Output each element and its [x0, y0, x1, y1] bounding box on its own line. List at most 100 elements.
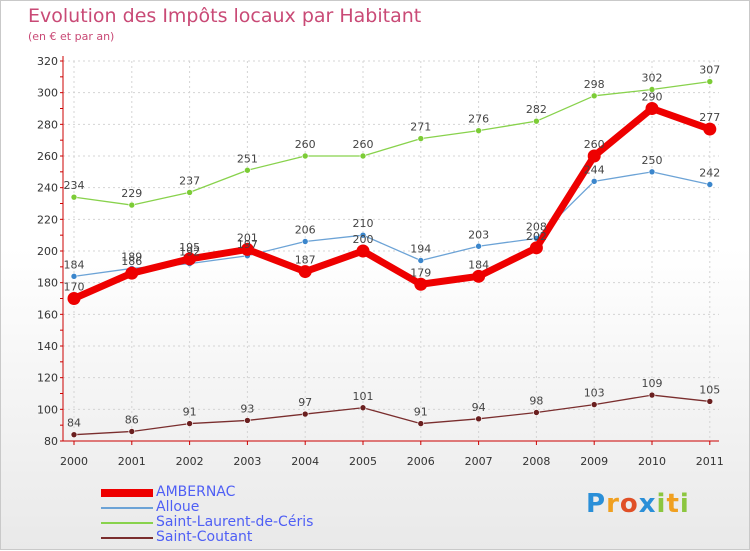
- data-point-saint-laurent-de-ceris-2006: [417, 135, 425, 142]
- logo-letter: P: [586, 489, 607, 519]
- data-point-saint-laurent-de-ceris-2005: [359, 152, 367, 160]
- legend-label-saint-coutant: Saint-Coutant: [156, 529, 253, 545]
- data-label-saint-coutant-2001: 86: [125, 414, 139, 427]
- data-label-alloue-2007: 203: [468, 228, 489, 241]
- data-label-alloue-2001: 189: [121, 250, 142, 263]
- data-point-ambernac-2000: [67, 292, 81, 305]
- data-label-saint-laurent-de-ceris-2003: 251: [237, 152, 258, 165]
- data-point-ambernac-2003: [240, 242, 254, 256]
- chart-subtitle: (en € et par an): [28, 30, 115, 43]
- data-label-ambernac-2002: 195: [179, 241, 200, 254]
- x-tick-label-2003: 2003: [233, 455, 261, 468]
- data-label-ambernac-2006: 179: [410, 266, 431, 279]
- data-point-saint-coutant-2011: [706, 398, 714, 405]
- data-point-alloue-2009: [590, 178, 598, 185]
- data-label-saint-laurent-de-ceris-2004: 260: [295, 138, 316, 151]
- data-point-saint-coutant-2006: [417, 420, 425, 427]
- data-label-saint-coutant-2000: 84: [67, 417, 81, 430]
- legend-swatch-saint-laurent-de-ceris: [101, 522, 153, 524]
- logo-letter: o: [619, 489, 639, 519]
- data-label-ambernac-2004: 187: [295, 254, 316, 267]
- data-point-saint-laurent-de-ceris-2009: [590, 92, 598, 100]
- data-label-saint-coutant-2009: 103: [584, 387, 605, 400]
- data-point-alloue-2000: [70, 273, 78, 280]
- legend-label-saint-laurent-de-ceris: Saint-Laurent-de-Céris: [156, 514, 314, 530]
- data-point-ambernac-2011: [703, 122, 717, 136]
- data-point-ambernac-2010: [645, 102, 659, 115]
- legend-swatch-ambernac: [101, 489, 153, 497]
- data-label-saint-coutant-2006: 91: [414, 406, 428, 419]
- x-tick-label-2004: 2004: [291, 455, 319, 468]
- data-label-ambernac-2007: 184: [468, 258, 489, 271]
- data-point-alloue-2006: [417, 257, 425, 264]
- data-label-saint-coutant-2007: 94: [472, 401, 486, 414]
- data-label-saint-laurent-de-ceris-2007: 276: [468, 113, 489, 126]
- y-tick-label-260: 260: [37, 150, 58, 163]
- data-point-ambernac-2006: [414, 277, 428, 291]
- data-point-saint-laurent-de-ceris-2000: [70, 193, 78, 201]
- y-tick-label-220: 220: [37, 213, 58, 226]
- data-label-ambernac-2011: 277: [699, 111, 720, 124]
- y-tick-label-200: 200: [37, 245, 58, 258]
- data-point-alloue-2004: [301, 238, 309, 245]
- data-label-alloue-2003: 197: [237, 238, 258, 251]
- data-label-alloue-2010: 250: [642, 154, 663, 167]
- data-point-saint-laurent-de-ceris-2010: [648, 86, 656, 93]
- data-label-alloue-2005: 210: [353, 217, 374, 230]
- x-tick-label-2009: 2009: [580, 455, 608, 468]
- x-tick-label-2006: 2006: [407, 455, 435, 468]
- y-tick-label-80: 80: [44, 435, 58, 448]
- data-label-saint-coutant-2005: 101: [353, 390, 374, 403]
- data-label-ambernac-2009: 260: [584, 138, 605, 151]
- y-tick-label-240: 240: [37, 182, 58, 195]
- data-point-alloue-2007: [475, 242, 482, 250]
- data-point-ambernac-2001: [125, 266, 139, 280]
- legend-swatch-alloue: [101, 507, 153, 509]
- data-point-ambernac-2009: [587, 149, 601, 163]
- data-point-alloue-2005: [359, 231, 367, 239]
- x-tick-label-2007: 2007: [465, 455, 493, 468]
- logo-letter: t: [666, 489, 680, 519]
- data-label-saint-laurent-de-ceris-2010: 302: [642, 72, 663, 85]
- data-label-ambernac-2001: 186: [121, 255, 142, 268]
- x-tick-label-2001: 2001: [118, 455, 146, 468]
- x-tick-label-2002: 2002: [176, 455, 204, 468]
- data-label-saint-laurent-de-ceris-2002: 237: [179, 174, 200, 187]
- data-label-ambernac-2010: 290: [642, 91, 663, 104]
- data-label-ambernac-2000: 170: [64, 281, 85, 294]
- data-label-saint-laurent-de-ceris-2001: 229: [121, 187, 142, 200]
- data-label-saint-coutant-2008: 98: [529, 395, 543, 408]
- data-label-saint-laurent-de-ceris-2008: 282: [526, 103, 547, 116]
- data-label-alloue-2008: 208: [526, 220, 547, 233]
- data-point-ambernac-2002: [183, 252, 197, 266]
- data-label-ambernac-2003: 201: [237, 231, 258, 244]
- data-label-saint-coutant-2010: 109: [642, 377, 663, 390]
- data-label-alloue-2004: 206: [295, 224, 316, 237]
- data-point-saint-laurent-de-ceris-2004: [301, 152, 309, 160]
- y-tick-label-280: 280: [37, 118, 58, 131]
- data-point-saint-coutant-2005: [359, 404, 367, 412]
- x-tick-label-2000: 2000: [60, 455, 88, 468]
- data-point-alloue-2010: [648, 168, 656, 176]
- data-point-alloue-2011: [706, 181, 714, 188]
- data-point-saint-coutant-2008: [533, 409, 540, 416]
- logo-letter: i: [679, 489, 690, 519]
- data-point-saint-laurent-de-ceris-2001: [128, 201, 136, 209]
- data-point-saint-coutant-2007: [475, 415, 482, 423]
- data-label-saint-laurent-de-ceris-2006: 271: [410, 121, 431, 134]
- y-tick-label-300: 300: [37, 87, 58, 100]
- series-line-saint-coutant: [73, 394, 710, 436]
- data-point-ambernac-2005: [356, 244, 370, 258]
- data-label-alloue-2011: 242: [699, 167, 720, 180]
- data-point-saint-laurent-de-ceris-2008: [533, 117, 540, 125]
- logo-letter: x: [638, 489, 657, 519]
- x-tick-label-2011: 2011: [696, 455, 724, 468]
- data-label-saint-laurent-de-ceris-2011: 307: [699, 64, 720, 77]
- data-label-saint-coutant-2003: 93: [240, 402, 254, 415]
- data-point-ambernac-2008: [529, 241, 543, 255]
- proxiti-logo: Proxiti: [586, 489, 690, 519]
- series-line-saint-laurent-de-ceris: [73, 80, 710, 206]
- logo-letter: r: [606, 489, 620, 519]
- data-point-saint-coutant-2009: [590, 401, 598, 408]
